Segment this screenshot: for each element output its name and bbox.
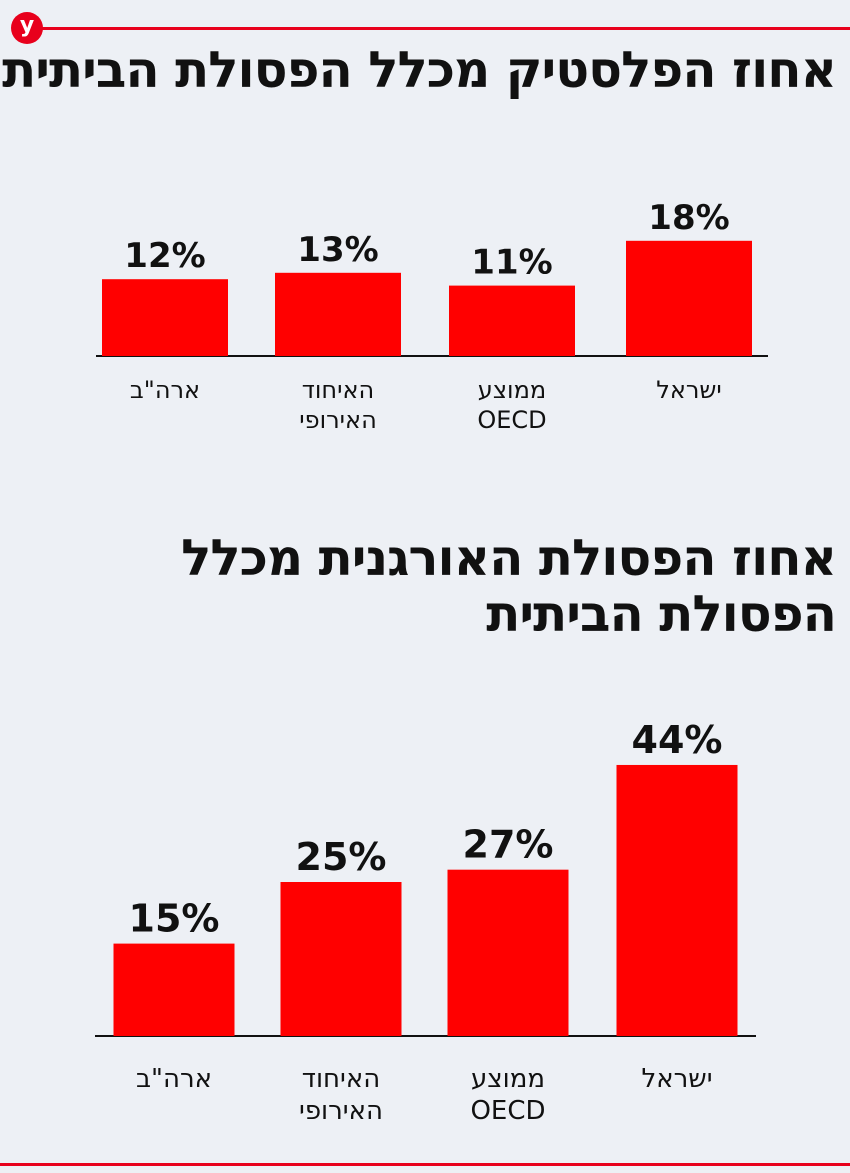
bar-2 xyxy=(280,882,402,1036)
bar-3 xyxy=(449,285,575,356)
bottom-red-rule xyxy=(0,1163,850,1166)
bar-1 xyxy=(113,943,235,1036)
chart-title-organic: אחוז הפסולת האורגנית מכלל הפסולת הביתית xyxy=(181,529,837,643)
brand-logo: y xyxy=(11,12,43,44)
value-label-1: 15% xyxy=(129,897,220,941)
value-label-2: 13% xyxy=(297,230,378,270)
chart-title-plastic: אחוז הפלסטיק מכלל הפסולת הביתית xyxy=(2,41,837,99)
category-label-1: ארה"ב xyxy=(136,1064,212,1094)
category-label-2: האיחוד האירופי xyxy=(299,376,377,434)
value-label-4: 44% xyxy=(632,718,723,762)
value-label-4: 18% xyxy=(648,198,729,238)
category-label-1: ארה"ב xyxy=(130,376,200,404)
top-red-rule xyxy=(38,27,850,30)
bar-3 xyxy=(447,869,569,1036)
value-label-3: 11% xyxy=(471,243,552,283)
category-label-4: ישראל xyxy=(656,376,722,404)
category-label-3: ממוצע OECD xyxy=(477,376,546,434)
plastic-share-bar-chart: 12% ארה"ב 13% האיחוד האירופי 11% ממוצע OECD 18% י… xyxy=(96,198,768,434)
category-label-4: ישראל xyxy=(641,1064,712,1094)
bar-4 xyxy=(616,764,738,1036)
bar-4 xyxy=(626,240,752,356)
category-label-3: ממוצע OECD xyxy=(470,1064,545,1126)
value-label-3: 27% xyxy=(463,823,554,867)
value-label-2: 25% xyxy=(296,835,387,879)
category-label-2: האיחוד האירופי xyxy=(299,1064,383,1126)
value-label-1: 12% xyxy=(124,236,205,276)
bar-2 xyxy=(275,272,401,356)
bar-1 xyxy=(102,279,228,356)
